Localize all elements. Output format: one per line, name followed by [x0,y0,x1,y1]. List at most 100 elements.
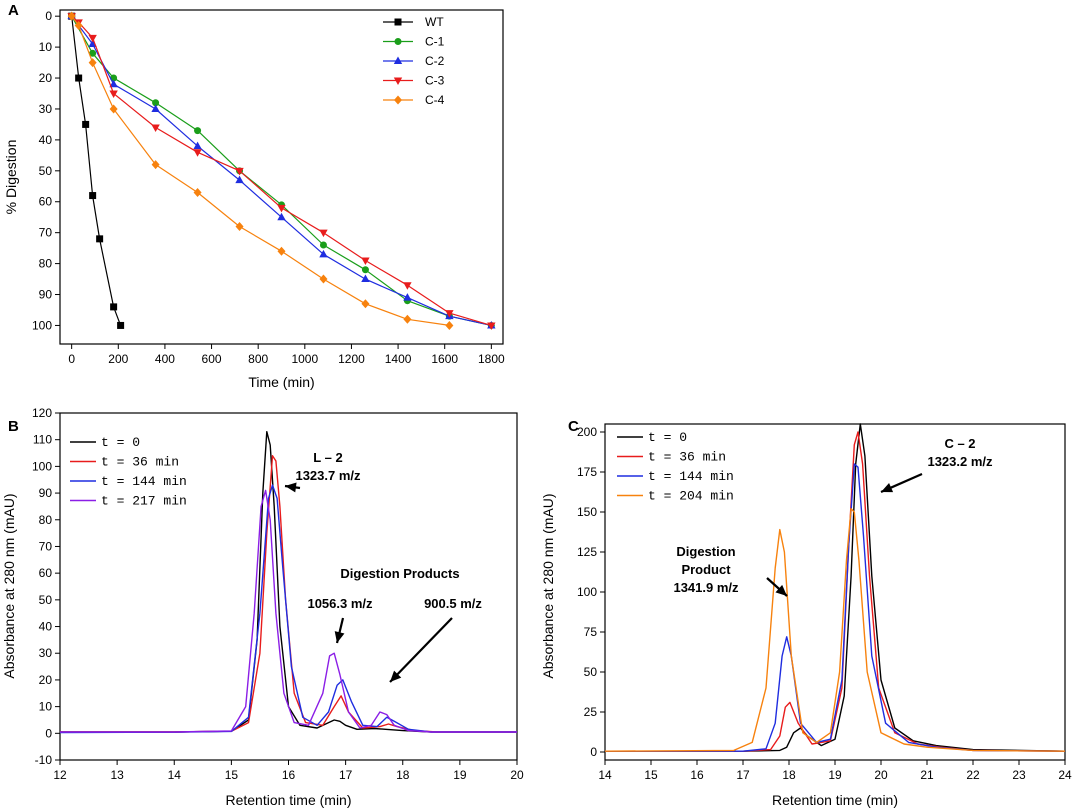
y-tick-label: 50 [39,164,53,178]
series-wt [68,12,125,329]
x-tick-label: 20 [510,768,524,782]
x-tick-label: 200 [108,352,128,366]
series-c-4 [67,11,454,330]
legend-label-t-217-min: t = 217 min [101,494,187,509]
series-c-1 [68,12,495,329]
annotation-text: C – 2 [944,436,975,451]
data-point-c-1 [89,49,97,57]
y-tick-label: 40 [39,620,53,634]
x-tick-label: 24 [1058,768,1072,782]
series-line-t-217-min [60,489,517,733]
legend-label-t-36-min: t = 36 min [101,455,179,470]
series-t-144-min [605,463,1066,752]
data-point-c-2 [151,104,160,112]
panel-b: B 12 13 14 15 16 17 18 19 20 -10 0 10 20 30 40 50 60 70 80 9… [1,406,524,808]
series-line-c-1 [71,15,492,326]
series-line-t-36-min [60,455,517,733]
series-t-0 [605,423,1066,752]
y-axis-title: % Digestion [3,140,19,215]
y-tick-label: 80 [39,513,53,527]
legend-label-c-1: C-1 [425,35,445,49]
data-point-wt [89,192,97,200]
x-tick-label: 600 [202,352,222,366]
data-point-c-4 [74,20,83,30]
annotation: C – 2 1323.2 m/z [880,436,993,494]
data-point-c-4 [193,187,202,197]
y-tick-label: 20 [39,71,53,85]
x-tick-label: 22 [966,768,980,782]
annotation-text: Digestion Products [340,566,459,581]
legend-label-t-144-min: t = 144 min [648,469,734,484]
data-point-c-4 [277,246,286,256]
data-point-c-4 [151,160,160,170]
series-t-217-min [60,489,517,733]
annotation-text: Product [681,562,731,577]
y-tick-label: 10 [39,700,53,714]
x-tick-label: 13 [110,768,124,782]
panel-letter: C [568,418,579,435]
legend: t = 0 t = 36 min t = 144 min t = 204 min [617,430,734,504]
data-point-c-2 [235,175,244,184]
annotation: Digestion Products [340,566,459,581]
panel-c: C 14 15 16 17 18 19 20 21 22 23 24 0 25 50 75 100 125 150 1… [540,418,1072,808]
annotation: L – 2 1323.7 m/z [284,450,361,493]
y-tick-label: 150 [577,505,597,519]
y-tick-label: 0 [45,726,52,740]
data-point-c-3 [235,167,244,176]
annotation-text: 1323.7 m/z [295,468,361,483]
series-t-36-min [60,455,517,733]
data-point-c-1 [152,99,160,107]
data-point-c-2 [319,249,328,258]
legend-marker-c-3 [393,77,403,85]
data-point-c-3 [193,149,202,157]
data-point-wt [117,321,125,329]
annotation-arrow-head [881,482,894,493]
annotation-text: 1323.2 m/z [927,454,993,469]
annotation-text: 1341.9 m/z [673,580,739,595]
annotation-arrow-head [334,631,345,643]
data-point-c-2 [403,293,412,301]
annotation-arrow-head [390,670,402,682]
annotation: 1056.3 m/z [307,596,373,644]
y-tick-label: 125 [577,545,597,559]
series-line-t-204-min [604,508,1066,752]
data-point-c-3 [109,90,118,98]
x-tick-label: 15 [644,768,658,782]
x-axis-title: Time (min) [248,374,314,390]
data-point-c-1 [319,241,327,249]
x-tick-label: 23 [1012,768,1026,782]
y-tick-label: 50 [584,665,598,679]
legend: WT C-1 C-2 C-3 C-4 [383,15,445,107]
y-tick-label: 90 [39,486,53,500]
data-point-wt [82,120,90,128]
data-point-c-4 [445,320,454,330]
data-point-c-3 [319,229,328,238]
legend-label-c-4: C-4 [425,93,445,107]
y-tick-label: 90 [39,288,53,302]
x-tick-label: 21 [920,768,934,782]
y-tick-label: 20 [39,673,53,687]
data-point-wt [96,235,104,243]
y-tick-label: 60 [39,195,53,209]
y-tick-label: 200 [577,425,597,439]
annotation-text: Digestion [676,544,735,559]
legend: t = 0 t = 36 min t = 144 min t = 217 min [70,435,187,509]
y-tick-label: 70 [39,226,53,240]
series-line-c-2 [71,15,492,326]
data-point-c-4 [235,221,244,231]
data-point-c-4 [361,299,370,309]
data-point-wt [75,74,83,82]
series-line-t-144-min [605,463,1066,752]
legend-marker-c-4 [394,95,402,105]
legend-label-c-2: C-2 [425,54,445,68]
legend-label-t-144-min: t = 144 min [101,474,187,489]
annotation-text: 900.5 m/z [424,596,482,611]
legend-label-wt: WT [425,15,444,29]
x-tick-label: 12 [53,768,67,782]
data-point-c-1 [361,266,369,274]
data-point-c-4 [88,58,97,68]
panel-letter: B [8,418,19,435]
x-tick-label: 17 [736,768,750,782]
data-point-c-3 [88,34,97,43]
y-tick-label: 110 [33,433,52,447]
